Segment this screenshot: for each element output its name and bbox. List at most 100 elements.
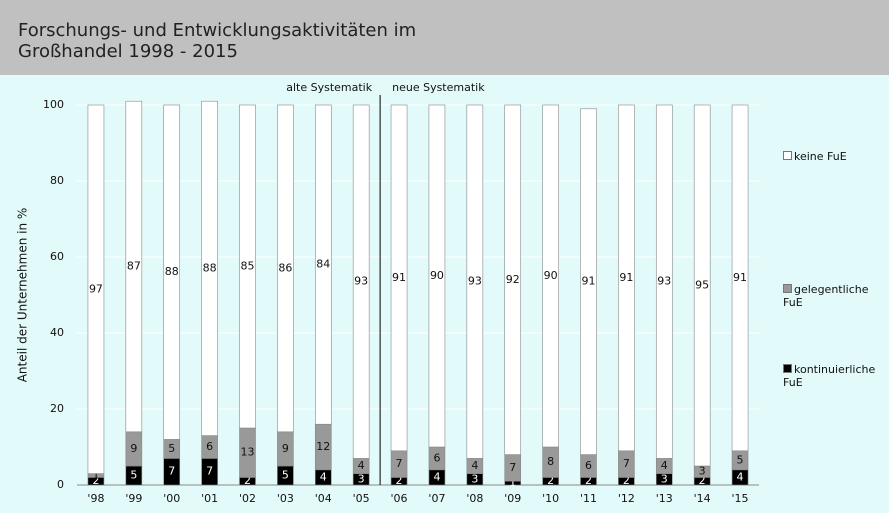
data-label: 88 xyxy=(203,261,217,274)
data-label: 88 xyxy=(165,265,179,278)
legend-label: gelegentliche FuE xyxy=(783,283,869,309)
bar-segment xyxy=(163,104,181,440)
y-axis-label: Anteil der Unternehmen in % xyxy=(16,208,30,383)
bar-segment xyxy=(466,104,484,459)
bar-segment xyxy=(314,104,332,425)
data-label: 7 xyxy=(168,465,175,478)
legend-item: keine FuE xyxy=(783,150,883,163)
data-label: 2 xyxy=(585,474,592,487)
data-label: 4 xyxy=(471,459,478,472)
data-label: 5 xyxy=(282,469,289,482)
x-tick-label: '03 xyxy=(277,492,294,505)
data-label: 84 xyxy=(316,258,330,271)
bar-segment xyxy=(655,104,673,459)
bar-segment xyxy=(352,104,370,459)
y-tick-label: 80 xyxy=(50,174,64,187)
y-tick-label: 40 xyxy=(50,326,64,339)
data-label: 2 xyxy=(244,474,251,487)
data-label: 3 xyxy=(358,472,365,485)
bar-segment xyxy=(125,100,143,433)
bar-segment xyxy=(201,100,218,436)
bar-segment xyxy=(277,104,294,433)
data-label: 91 xyxy=(392,271,406,284)
x-tick-label: '10 xyxy=(542,492,559,505)
data-label: 92 xyxy=(506,273,520,286)
x-tick-label: '12 xyxy=(618,492,635,505)
data-label: 4 xyxy=(433,470,440,483)
x-tick-label: '07 xyxy=(428,492,445,505)
x-tick-label: '05 xyxy=(353,492,370,505)
legend-swatch xyxy=(783,284,792,293)
bar-segment xyxy=(239,104,256,429)
data-label: 13 xyxy=(241,446,255,459)
data-label: 85 xyxy=(241,260,255,273)
x-tick-label: '98 xyxy=(87,492,104,505)
bar-segment xyxy=(580,108,597,455)
data-label: 9 xyxy=(130,442,137,455)
x-tick-label: '11 xyxy=(580,492,597,505)
data-label: 87 xyxy=(127,260,141,273)
data-label: 6 xyxy=(585,459,592,472)
data-label: 93 xyxy=(468,275,482,288)
data-label: 6 xyxy=(206,440,213,453)
x-tick-label: '15 xyxy=(732,492,749,505)
legend-label: keine FuE xyxy=(794,150,847,163)
data-label: 7 xyxy=(623,457,630,470)
annotation: alte Systematik xyxy=(286,81,373,94)
data-label: 3 xyxy=(471,472,478,485)
data-label: 93 xyxy=(354,275,368,288)
y-tick-label: 100 xyxy=(43,98,64,111)
bar-segment xyxy=(693,104,711,467)
data-label: 95 xyxy=(695,279,709,292)
legend-item: gelegentliche FuE xyxy=(783,283,883,309)
data-label: 6 xyxy=(433,451,440,464)
data-label: 2 xyxy=(92,474,99,487)
data-label: 91 xyxy=(733,271,747,284)
data-label: 90 xyxy=(544,269,558,282)
x-tick-label: '02 xyxy=(239,492,256,505)
legend-item: kontinuierliche FuE xyxy=(783,363,883,389)
x-tick-label: '14 xyxy=(694,492,711,505)
data-label: 3 xyxy=(661,472,668,485)
bar-segment xyxy=(542,104,559,448)
annotation: neue Systematik xyxy=(392,81,485,94)
data-label: 86 xyxy=(278,261,292,274)
data-label: 5 xyxy=(130,469,137,482)
data-label: 5 xyxy=(737,453,744,466)
y-tick-label: 20 xyxy=(50,402,64,415)
data-label: 12 xyxy=(316,440,330,453)
x-tick-label: '09 xyxy=(504,492,521,505)
x-tick-label: '00 xyxy=(163,492,180,505)
chart-title: Forschungs- und Entwicklungsaktivitäten … xyxy=(18,20,417,62)
x-tick-label: '01 xyxy=(201,492,218,505)
bar-segment xyxy=(731,104,749,452)
bar-segment xyxy=(390,104,408,452)
data-label: 5 xyxy=(168,442,175,455)
bar-segment xyxy=(618,104,635,452)
data-label: 1 xyxy=(509,476,516,489)
data-label: 4 xyxy=(320,470,327,483)
data-label: 7 xyxy=(509,461,516,474)
x-tick-label: '06 xyxy=(391,492,408,505)
data-label: 7 xyxy=(396,457,403,470)
x-tick-label: '08 xyxy=(466,492,483,505)
legend-swatch xyxy=(783,151,792,160)
data-label: 93 xyxy=(657,275,671,288)
data-label: 2 xyxy=(623,474,630,487)
bar-segment xyxy=(504,104,522,455)
x-tick-label: '04 xyxy=(315,492,332,505)
data-label: 7 xyxy=(206,465,213,478)
data-label: 8 xyxy=(547,455,554,468)
x-tick-label: '13 xyxy=(656,492,673,505)
data-label: 2 xyxy=(699,474,706,487)
data-label: 2 xyxy=(547,474,554,487)
data-label: 9 xyxy=(282,442,289,455)
data-label: 2 xyxy=(396,474,403,487)
data-label: 91 xyxy=(619,271,633,284)
data-label: 4 xyxy=(737,470,744,483)
bar-segment xyxy=(428,104,446,448)
data-label: 91 xyxy=(582,275,596,288)
data-label: 1 xyxy=(92,469,99,482)
